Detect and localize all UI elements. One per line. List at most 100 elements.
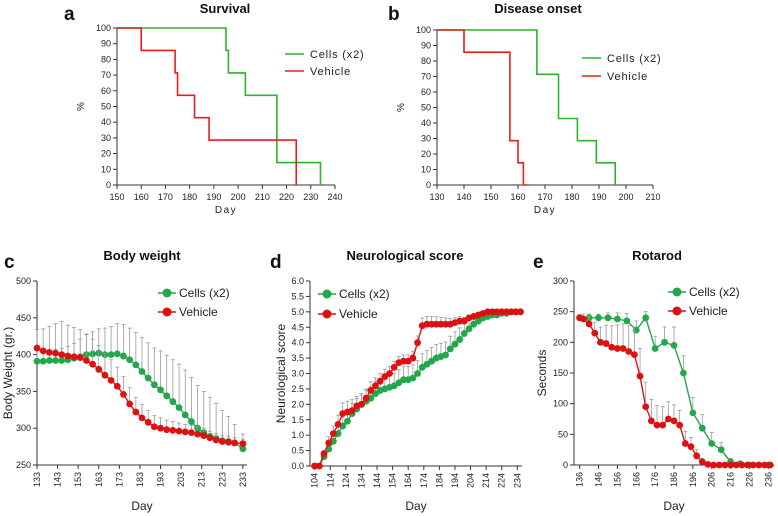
vehicle-data-point: [732, 461, 740, 469]
x-tick-label: 133: [32, 472, 42, 487]
x-tick-label: 206: [707, 472, 717, 487]
vehicle-data-point: [163, 426, 171, 434]
panel-letter-a: a: [64, 4, 75, 25]
cells-data-point: [456, 336, 464, 343]
y-tick-label: 0: [106, 180, 111, 190]
vehicle-data-point: [437, 320, 445, 328]
body-weight-title: Body weight: [103, 248, 181, 263]
y-tick-label: 500: [16, 276, 31, 286]
cells-legend-label: Cells (x2): [310, 49, 364, 61]
vehicle-data-point: [390, 363, 398, 371]
vehicle-legend-label: Vehicle: [607, 71, 648, 83]
panel-c-body-weight-chart: c Body weight 250 300 350 400 450 500 133 143 15…: [1, 248, 248, 513]
vehicle-data-point: [456, 317, 464, 325]
x-tick-label: 170: [537, 192, 552, 202]
cells-data-point: [132, 361, 140, 369]
vehicle-data-point: [432, 320, 440, 328]
cells-data-point: [661, 338, 668, 346]
y-axis-label: Seconds: [535, 350, 549, 397]
panel-b-disease-onset-chart: b Disease onset 0 10 20 30 40 50 60 70 80 90 100 13…: [388, 1, 661, 216]
x-tick-label: 210: [255, 192, 270, 202]
vehicle-data-point: [113, 382, 121, 390]
cells-data-point: [689, 409, 697, 417]
y-tick-label: 450: [16, 313, 31, 323]
cells-data-point: [604, 314, 612, 322]
vehicle-data-point: [766, 461, 774, 469]
cells-data-point: [642, 314, 650, 322]
cells-data-point: [698, 424, 706, 432]
y-tick-label: 100: [96, 23, 111, 33]
x-tick-label: 240: [327, 192, 342, 202]
cells-data-point: [367, 394, 375, 402]
cells-data-point: [150, 381, 158, 389]
x-tick-label: 134: [356, 473, 366, 488]
vehicle-legend-label: Vehicle: [689, 304, 728, 318]
cells-data-point: [239, 445, 247, 453]
vehicle-data-point: [512, 308, 520, 316]
cells-data-point: [451, 340, 459, 348]
vehicle-data-point: [619, 345, 627, 352]
x-tick-label: 164: [403, 473, 413, 488]
vehicle-data-point: [386, 370, 393, 377]
cells-data-point: [334, 430, 342, 438]
y-tick-label: 350: [16, 386, 31, 396]
x-tick-label: 194: [450, 473, 460, 488]
x-tick-label: 124: [341, 473, 351, 488]
y-tick-label: 50: [421, 103, 431, 113]
x-tick-label: 166: [631, 472, 641, 487]
x-tick-label: 173: [114, 472, 124, 487]
y-tick-label: 50: [101, 102, 111, 112]
cells-data-point: [188, 418, 195, 425]
vehicle-data-point: [107, 376, 115, 384]
vehicle-data-point: [70, 353, 78, 361]
y-tick-label: 80: [421, 56, 431, 66]
vehicle-data-point: [45, 348, 53, 356]
vehicle-series-line: [437, 29, 529, 186]
y-tick-label: 1.0: [291, 430, 304, 440]
panel-letter-e: e: [533, 252, 544, 273]
x-tick-label: 156: [612, 472, 622, 487]
vehicle-data-point: [188, 429, 195, 437]
vehicle-legend-swatch-dot: [672, 306, 682, 316]
y-tick-label: 10: [421, 165, 431, 175]
y-tick-label: 3.5: [291, 353, 304, 363]
vehicle-data-point: [687, 443, 695, 450]
x-tick-label: 150: [483, 192, 498, 202]
vehicle-data-point: [681, 440, 689, 447]
vehicle-data-point: [653, 421, 661, 429]
vehicle-data-point: [218, 438, 226, 445]
cells-data-point: [344, 417, 351, 425]
y-axis-label: Body Weight (gr.): [1, 327, 15, 419]
vehicle-data-point: [206, 434, 214, 442]
vehicle-legend-label: Vehicle: [179, 305, 218, 319]
vehicle-data-point: [334, 420, 342, 428]
cells-data-point: [138, 368, 146, 375]
vehicle-data-point: [239, 440, 247, 448]
x-tick-label: 223: [217, 472, 227, 487]
vehicle-data-point: [95, 365, 103, 373]
y-tick-label: 6.0: [291, 276, 304, 286]
vehicle-data-point: [591, 329, 599, 337]
vehicle-data-point: [320, 450, 328, 458]
y-tick-label: 100: [416, 25, 431, 35]
x-tick-label: 160: [134, 192, 149, 202]
vehicle-data-point: [76, 354, 84, 361]
x-tick-label: 180: [182, 192, 197, 202]
vehicle-data-point: [715, 461, 723, 469]
x-tick-label: 150: [109, 192, 124, 202]
vehicle-data-point: [664, 415, 672, 423]
x-axis-label: Day: [215, 205, 237, 216]
cells-data-point: [651, 345, 659, 352]
y-tick-label: 300: [16, 423, 31, 433]
x-tick-label: 104: [310, 473, 320, 488]
vehicle-data-point: [138, 414, 146, 422]
x-tick-label: 216: [726, 472, 736, 487]
x-tick-label: 200: [618, 192, 633, 202]
vehicle-data-point: [89, 360, 96, 368]
cells-data-point: [595, 314, 602, 322]
y-tick-label: 10: [101, 164, 111, 174]
cells-data-point: [107, 351, 115, 358]
vehicle-data-point: [597, 338, 604, 346]
panel-a-survival-chart: a Survival 0 10 20 30 40 50 60 70 80 90 100 150 160 1…: [64, 1, 364, 216]
x-tick-label: 183: [135, 472, 145, 487]
